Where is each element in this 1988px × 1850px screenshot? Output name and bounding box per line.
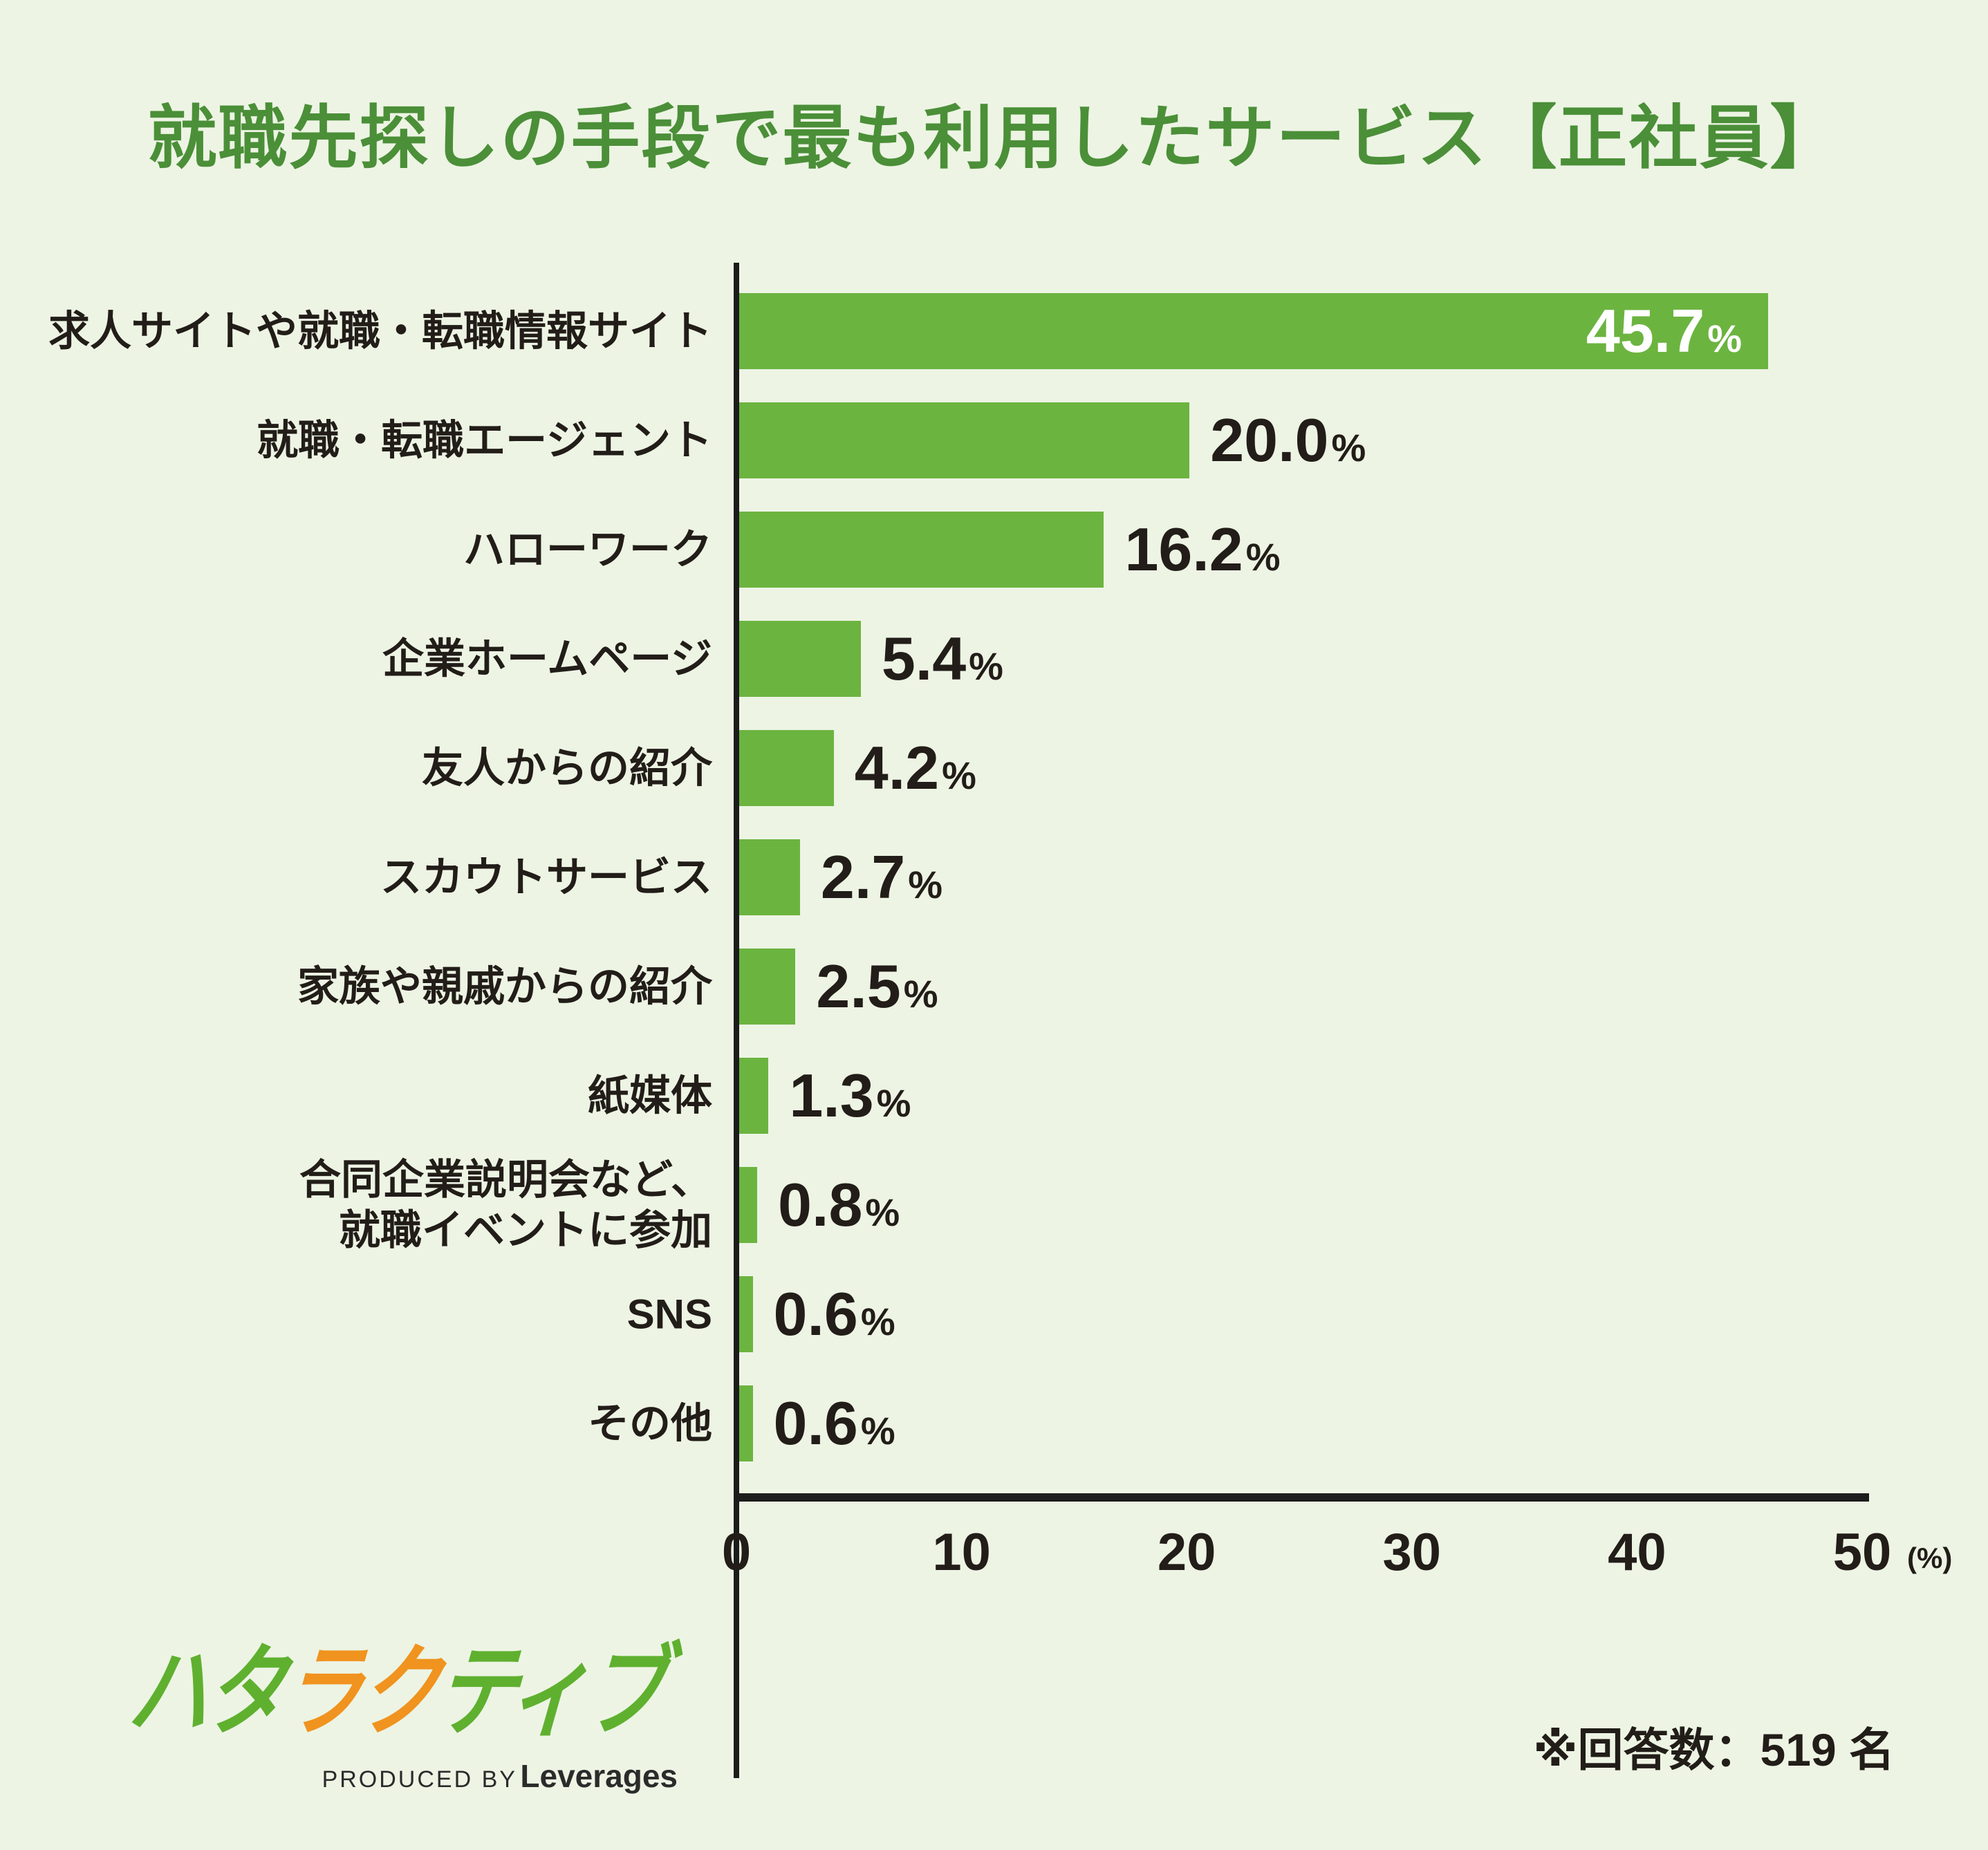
- bar-row: 求人サイトや就職・転職情報サイト 45.7%: [0, 277, 1988, 386]
- value-number: 0.8: [778, 1170, 863, 1239]
- bar-row: ハローワーク 16.2%: [0, 495, 1988, 604]
- produced-by-label: PRODUCED BY: [322, 1766, 517, 1793]
- bar: [739, 839, 800, 915]
- bar: [739, 730, 834, 806]
- percent-sign: %: [1707, 317, 1742, 360]
- percent-sign: %: [1245, 535, 1281, 579]
- x-tick-label: 40: [1608, 1523, 1666, 1582]
- x-tick-label: 0: [721, 1523, 752, 1582]
- bar: [739, 293, 1768, 369]
- value-label: 0.6%: [774, 1279, 895, 1349]
- category-label: その他: [588, 1400, 712, 1447]
- percent-sign: %: [969, 644, 1003, 688]
- bar: [739, 512, 1104, 588]
- x-axis-unit-label: (%): [1907, 1542, 1953, 1574]
- bar-row: 紙媒体 1.3%: [0, 1041, 1988, 1150]
- logo-char: ブ: [581, 1636, 668, 1748]
- bar-row: 家族や親戚からの紹介 2.5%: [0, 932, 1988, 1041]
- value-label: 2.5%: [816, 951, 938, 1022]
- percent-sign: %: [903, 972, 938, 1016]
- value-number: 16.2: [1124, 515, 1243, 583]
- bar-row: その他 0.6%: [0, 1369, 1988, 1478]
- value-label: 5.4%: [882, 624, 1003, 694]
- bar: [739, 1167, 758, 1243]
- logo-char: テ: [432, 1636, 514, 1748]
- value-number: 5.4: [881, 624, 967, 693]
- percent-sign: %: [876, 1081, 911, 1125]
- value-label: 45.7%: [1586, 296, 1742, 366]
- category-label: 合同企業説明会など、 就職イベントに参加: [299, 1156, 712, 1253]
- bar: [739, 949, 796, 1025]
- y-axis-line: [734, 263, 739, 1778]
- hataractive-logo: ハタラクティブ PRODUCED BY Leverages: [124, 1632, 678, 1795]
- bar-row: 企業ホームページ 5.4%: [0, 604, 1988, 713]
- percent-sign: %: [860, 1300, 895, 1343]
- logo-char: タ: [201, 1636, 288, 1748]
- value-number: 4.2: [854, 734, 940, 802]
- logo-char: ィ: [504, 1636, 591, 1748]
- percent-sign: %: [865, 1190, 900, 1234]
- value-label: 0.8%: [778, 1170, 900, 1240]
- category-label: 企業ホームページ: [382, 635, 712, 682]
- value-number: 20.0: [1210, 406, 1329, 474]
- bar-rows: 求人サイトや就職・転職情報サイト 45.7% 就職・転職エージェント 20.0%…: [0, 277, 1988, 1478]
- percent-sign: %: [908, 863, 943, 906]
- percent-sign: %: [942, 754, 976, 797]
- category-label: ハローワーク: [463, 526, 712, 573]
- category-label: 紙媒体: [588, 1072, 712, 1119]
- logo-char: ク: [355, 1636, 442, 1748]
- value-label: 4.2%: [855, 733, 976, 803]
- category-label: 就職・転職エージェント: [257, 417, 712, 464]
- bar-row: 就職・転職エージェント 20.0%: [0, 386, 1988, 495]
- x-axis-ticks: (%) 0 10 20 30 40 50: [722, 1522, 1952, 1605]
- value-number: 1.3: [789, 1061, 874, 1130]
- category-label: 友人からの紹介: [422, 745, 712, 792]
- category-label: SNS: [626, 1291, 712, 1338]
- value-number: 2.5: [816, 952, 901, 1020]
- bar: [739, 1058, 769, 1134]
- value-number: 45.7: [1586, 297, 1705, 365]
- bar-row: 友人からの紹介 4.2%: [0, 713, 1988, 823]
- bar: [739, 621, 861, 697]
- value-label: 2.7%: [821, 842, 942, 913]
- bar: [739, 402, 1190, 478]
- bar-row: SNS 0.6%: [0, 1260, 1988, 1369]
- leverages-label: Leverages: [520, 1758, 678, 1794]
- percent-sign: %: [1331, 426, 1366, 469]
- x-tick-label: 10: [932, 1523, 991, 1582]
- logo-subtext: PRODUCED BY Leverages: [124, 1757, 678, 1795]
- respondents-note: ※回答数：519 名: [1533, 1724, 1895, 1775]
- value-number: 0.6: [773, 1389, 858, 1457]
- percent-sign: %: [860, 1409, 895, 1452]
- x-tick-label: 50: [1832, 1523, 1892, 1582]
- category-label: 求人サイトや就職・転職情報サイト: [48, 308, 712, 355]
- value-label: 1.3%: [789, 1061, 911, 1131]
- x-axis-line: [734, 1493, 1869, 1502]
- bar: [739, 1385, 753, 1461]
- logo-char: ラ: [278, 1636, 365, 1748]
- x-tick-label: 30: [1382, 1523, 1442, 1582]
- hataractive-logo-text: ハタラクティブ: [124, 1632, 668, 1752]
- bar: [739, 1276, 753, 1352]
- value-label: 0.6%: [774, 1388, 895, 1459]
- value-label: 20.0%: [1210, 405, 1366, 476]
- x-tick-label: 20: [1157, 1523, 1216, 1582]
- bar-chart: 求人サイトや就職・転職情報サイト 45.7% 就職・転職エージェント 20.0%…: [0, 263, 1988, 1778]
- bar-row: 合同企業説明会など、 就職イベントに参加 0.8%: [0, 1150, 1988, 1260]
- chart-title: 就職先探しの手段で最も利用したサービス【正社員】: [147, 100, 1841, 177]
- category-label: スカウトサービス: [380, 854, 712, 901]
- bar-row: スカウトサービス 2.7%: [0, 823, 1988, 932]
- value-label: 16.2%: [1124, 514, 1280, 585]
- logo-char: ハ: [124, 1636, 212, 1748]
- value-number: 0.6: [773, 1280, 858, 1348]
- value-number: 2.7: [820, 843, 906, 911]
- category-label: 家族や親戚からの紹介: [297, 963, 712, 1010]
